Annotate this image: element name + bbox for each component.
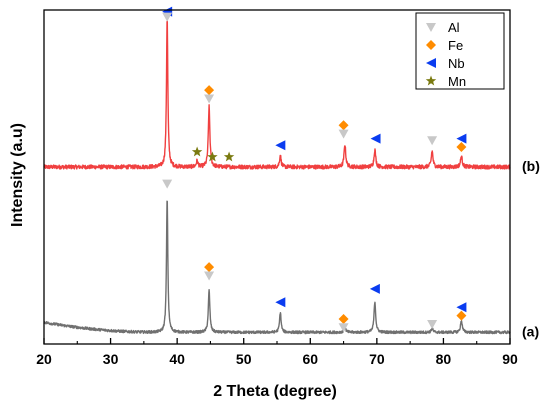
trace-label-a: (a) — [522, 323, 539, 339]
marker-nb-17 — [275, 297, 286, 308]
marker-al-14 — [162, 179, 173, 189]
marker-al-1 — [162, 12, 173, 22]
marker-fe-13 — [456, 141, 467, 152]
x-tick-label-90: 90 — [502, 351, 518, 367]
x-tick-label-50: 50 — [236, 351, 252, 367]
trace-label-b: (b) — [522, 158, 540, 174]
marker-nb-7 — [275, 140, 286, 151]
x-tick-label-20: 20 — [36, 351, 52, 367]
legend-label-nb: Nb — [448, 56, 465, 71]
marker-al-9 — [338, 129, 349, 139]
marker-nb-12 — [456, 133, 467, 144]
legend-marker-nb — [426, 58, 436, 68]
x-tick-label-60: 60 — [302, 351, 318, 367]
y-axis-label: Intensity (a.u) — [9, 123, 26, 227]
axes: 20 30 40 50 60 70 80 90 — [36, 9, 518, 367]
legend-label-fe: Fe — [448, 38, 463, 53]
marker-al-19 — [338, 323, 349, 333]
legend-marker-mn — [425, 75, 437, 86]
x-tick-label-40: 40 — [169, 351, 185, 367]
marker-al-11 — [427, 136, 438, 146]
phase-markers — [162, 6, 467, 333]
legend-marker-fe — [426, 40, 436, 50]
trace-b — [43, 20, 511, 170]
legend: Al Fe Nb Mn — [415, 12, 505, 90]
x-axis-label: 2 Theta (degree) — [213, 383, 337, 400]
x-tick-label-30: 30 — [103, 351, 119, 367]
legend-label-mn: Mn — [448, 74, 466, 89]
marker-al-16 — [204, 271, 215, 281]
marker-al-3 — [204, 94, 215, 104]
marker-al-21 — [427, 319, 438, 329]
marker-nb-22 — [456, 302, 467, 313]
marker-fe-18 — [338, 313, 349, 324]
marker-nb-10 — [370, 133, 381, 144]
marker-fe-15 — [204, 262, 215, 273]
marker-mn-6 — [223, 151, 235, 162]
marker-fe-2 — [204, 85, 215, 96]
trace-a — [43, 200, 511, 335]
marker-fe-23 — [456, 310, 467, 321]
marker-mn-4 — [191, 146, 203, 157]
legend-label-al: Al — [448, 20, 460, 35]
marker-nb-20 — [369, 283, 380, 294]
marker-fe-8 — [338, 120, 349, 131]
legend-marker-al — [426, 23, 436, 32]
marker-mn-5 — [207, 151, 218, 162]
x-tick-label-70: 70 — [369, 351, 385, 367]
x-tick-label-80: 80 — [436, 351, 452, 367]
